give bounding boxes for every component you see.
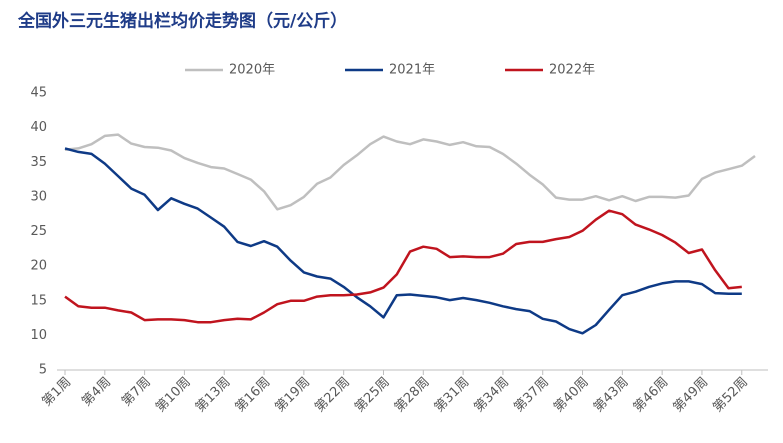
x-tick-label: 第40周 (551, 375, 592, 416)
legend-label: 2021年 (389, 63, 435, 78)
y-tick-label: 15 (30, 293, 47, 308)
y-tick-label: 30 (30, 189, 47, 204)
x-tick-label: 第52周 (710, 375, 751, 416)
x-tick-label: 第10周 (153, 375, 194, 416)
series-line (64, 209, 742, 324)
y-tick-label: 35 (30, 155, 47, 170)
x-tick-label: 第16周 (233, 375, 274, 416)
x-tick-label: 第46周 (631, 375, 672, 416)
legend-label: 2020年 (229, 63, 275, 78)
series-line (64, 133, 756, 211)
x-tick-label: 第25周 (352, 375, 393, 416)
y-tick-label: 20 (30, 259, 47, 274)
chart-title: 全国外三元生猪出栏均价走势图（元/公斤） (17, 11, 347, 32)
x-tick-label: 第7周 (119, 375, 154, 410)
series-line (64, 147, 742, 335)
y-tick-label: 45 (30, 86, 47, 101)
y-tick-label: 5 (39, 363, 47, 378)
x-tick-label: 第49周 (671, 375, 712, 416)
y-tick-label: 25 (30, 224, 47, 239)
x-tick-label: 第1周 (39, 375, 74, 410)
x-tick-label: 第43周 (591, 375, 632, 416)
x-tick-label: 第4周 (79, 375, 114, 410)
x-tick-label: 第22周 (312, 375, 353, 416)
x-tick-label: 第37周 (511, 375, 552, 416)
x-tick-label: 第34周 (472, 375, 513, 416)
x-tick-label: 第31周 (432, 375, 473, 416)
y-tick-label: 10 (30, 328, 47, 343)
x-tick-label: 第19周 (272, 375, 313, 416)
x-tick-label: 第28周 (392, 375, 433, 416)
legend-label: 2022年 (549, 63, 595, 78)
x-tick-label: 第13周 (193, 375, 234, 416)
y-tick-label: 40 (30, 120, 47, 135)
